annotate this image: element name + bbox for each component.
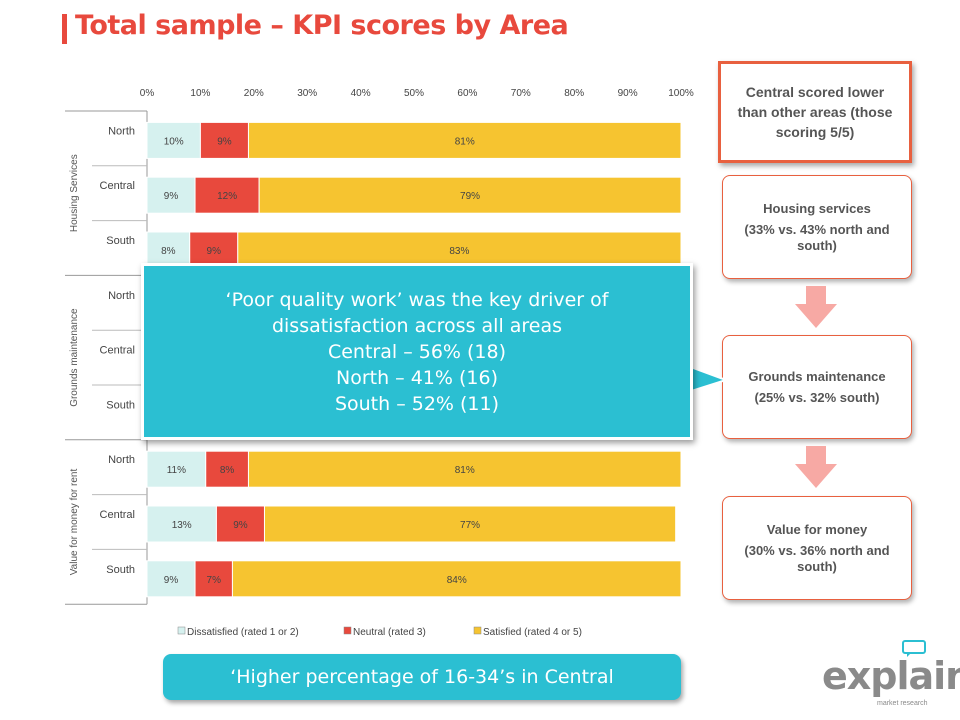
data-label: 7% bbox=[207, 575, 222, 586]
bar-segment bbox=[146, 505, 217, 543]
data-label: 10% bbox=[164, 136, 184, 147]
x-tick-label: 30% bbox=[297, 88, 317, 99]
overlay-line: North – 41% (16) bbox=[336, 366, 498, 389]
bar-segment bbox=[263, 505, 677, 543]
data-label: 9% bbox=[207, 246, 222, 257]
data-label: 81% bbox=[455, 136, 475, 147]
row-label: Central bbox=[100, 180, 135, 192]
speech-bubble-icon bbox=[902, 640, 926, 657]
flow-box-detail: (25% vs. 32% south) bbox=[754, 389, 880, 405]
data-label: 9% bbox=[217, 136, 232, 147]
row-label: South bbox=[106, 235, 135, 247]
bar-segment bbox=[199, 121, 249, 159]
bar-segment bbox=[146, 231, 191, 269]
bar-segment bbox=[237, 231, 682, 269]
bar-segment bbox=[258, 176, 682, 214]
x-tick-label: 100% bbox=[668, 88, 694, 99]
group-label: Housing Services bbox=[69, 154, 80, 232]
data-label: 9% bbox=[233, 520, 248, 531]
overlay-pointer bbox=[688, 364, 728, 394]
flow-box-title: Housing services bbox=[763, 200, 871, 216]
legend-label: Neutral (rated 3) bbox=[353, 627, 426, 638]
x-tick-label: 60% bbox=[457, 88, 477, 99]
page-title: Total sample – KPI scores by Area bbox=[75, 10, 569, 41]
bar-segment bbox=[146, 176, 196, 214]
bar-segment bbox=[194, 176, 260, 214]
flow-box-detail: (33% vs. 43% north and south) bbox=[744, 221, 890, 253]
data-label: 9% bbox=[164, 575, 179, 586]
logo-subtitle: market research bbox=[877, 700, 928, 707]
bar-segment bbox=[146, 121, 201, 159]
explain-logo: explain market research bbox=[822, 640, 960, 710]
kpi-stacked-bar-chart: 0% 10% 20% 30% 40% 50% 60% 70% 80% 90% 100% Housing… bbox=[65, 88, 694, 638]
down-arrow-icon bbox=[795, 286, 837, 328]
group-label: Grounds maintenance bbox=[69, 308, 80, 407]
data-label: 8% bbox=[161, 246, 176, 257]
legend-label: Dissatisfied (rated 1 or 2) bbox=[187, 627, 299, 638]
bar-segment bbox=[215, 505, 265, 543]
group-label: Value for money for rent bbox=[69, 469, 80, 576]
overlay-line: South – 52% (11) bbox=[334, 392, 500, 415]
overlay-line: dissatisfaction across all areas bbox=[271, 314, 563, 337]
legend-swatch bbox=[343, 626, 352, 635]
bar-segment bbox=[194, 560, 233, 598]
data-label: 11% bbox=[167, 465, 186, 476]
bottom-note: ‘Higher percentage of 16-34’s in Central bbox=[163, 654, 681, 700]
row-label: South bbox=[106, 564, 135, 576]
row-label: North bbox=[108, 290, 135, 302]
x-tick-label: 0% bbox=[140, 88, 155, 99]
central-lower-callout: Central scored lower than other areas (t… bbox=[718, 61, 912, 163]
flow-box-title: Grounds maintenance bbox=[748, 368, 886, 384]
data-label: 79% bbox=[460, 191, 480, 202]
row-label: Central bbox=[100, 509, 135, 521]
row-label: North bbox=[108, 454, 135, 466]
bar-segment bbox=[146, 450, 207, 488]
data-label: 9% bbox=[164, 191, 179, 202]
data-label: 8% bbox=[220, 465, 235, 476]
bar-segment bbox=[247, 450, 682, 488]
x-tick-label: 40% bbox=[351, 88, 371, 99]
flow-box-grounds: Grounds maintenance (25% vs. 32% south) bbox=[722, 335, 912, 439]
title-accent-bar bbox=[62, 14, 67, 44]
x-tick-label: 80% bbox=[564, 88, 584, 99]
down-arrow-icon bbox=[795, 446, 837, 488]
x-tick-label: 90% bbox=[618, 88, 638, 99]
data-label: 77% bbox=[460, 520, 480, 531]
bar-segment bbox=[247, 121, 682, 159]
overlay-line: Central – 56% (18) bbox=[327, 340, 507, 363]
legend-swatch bbox=[473, 626, 482, 635]
flow-box-housing: Housing services (33% vs. 43% north and … bbox=[722, 175, 912, 279]
row-label: South bbox=[106, 399, 135, 411]
legend-label: Satisfied (rated 4 or 5) bbox=[483, 627, 582, 638]
x-tick-label: 20% bbox=[244, 88, 264, 99]
flow-box-value: Value for money (30% vs. 36% north and s… bbox=[722, 496, 912, 600]
row-label: Central bbox=[100, 345, 135, 357]
data-label: 13% bbox=[172, 520, 192, 531]
data-label: 83% bbox=[449, 246, 469, 257]
flow-box-title: Value for money bbox=[766, 521, 868, 537]
bar-segment bbox=[146, 560, 196, 598]
data-label: 84% bbox=[447, 575, 467, 586]
row-label: North bbox=[108, 125, 135, 137]
legend-swatch bbox=[177, 626, 186, 635]
bar-segment bbox=[231, 560, 682, 598]
x-tick-label: 10% bbox=[190, 88, 210, 99]
flow-box-detail: (30% vs. 36% north and south) bbox=[744, 542, 890, 574]
key-driver-overlay: ‘Poor quality work’ was the key driver o… bbox=[141, 263, 693, 440]
bar-segment bbox=[189, 231, 239, 269]
data-label: 12% bbox=[217, 191, 237, 202]
data-label: 81% bbox=[455, 465, 475, 476]
x-tick-label: 50% bbox=[404, 88, 424, 99]
logo-text: explain bbox=[822, 654, 960, 698]
x-tick-label: 70% bbox=[511, 88, 531, 99]
overlay-line: ‘Poor quality work’ was the key driver o… bbox=[225, 288, 609, 311]
